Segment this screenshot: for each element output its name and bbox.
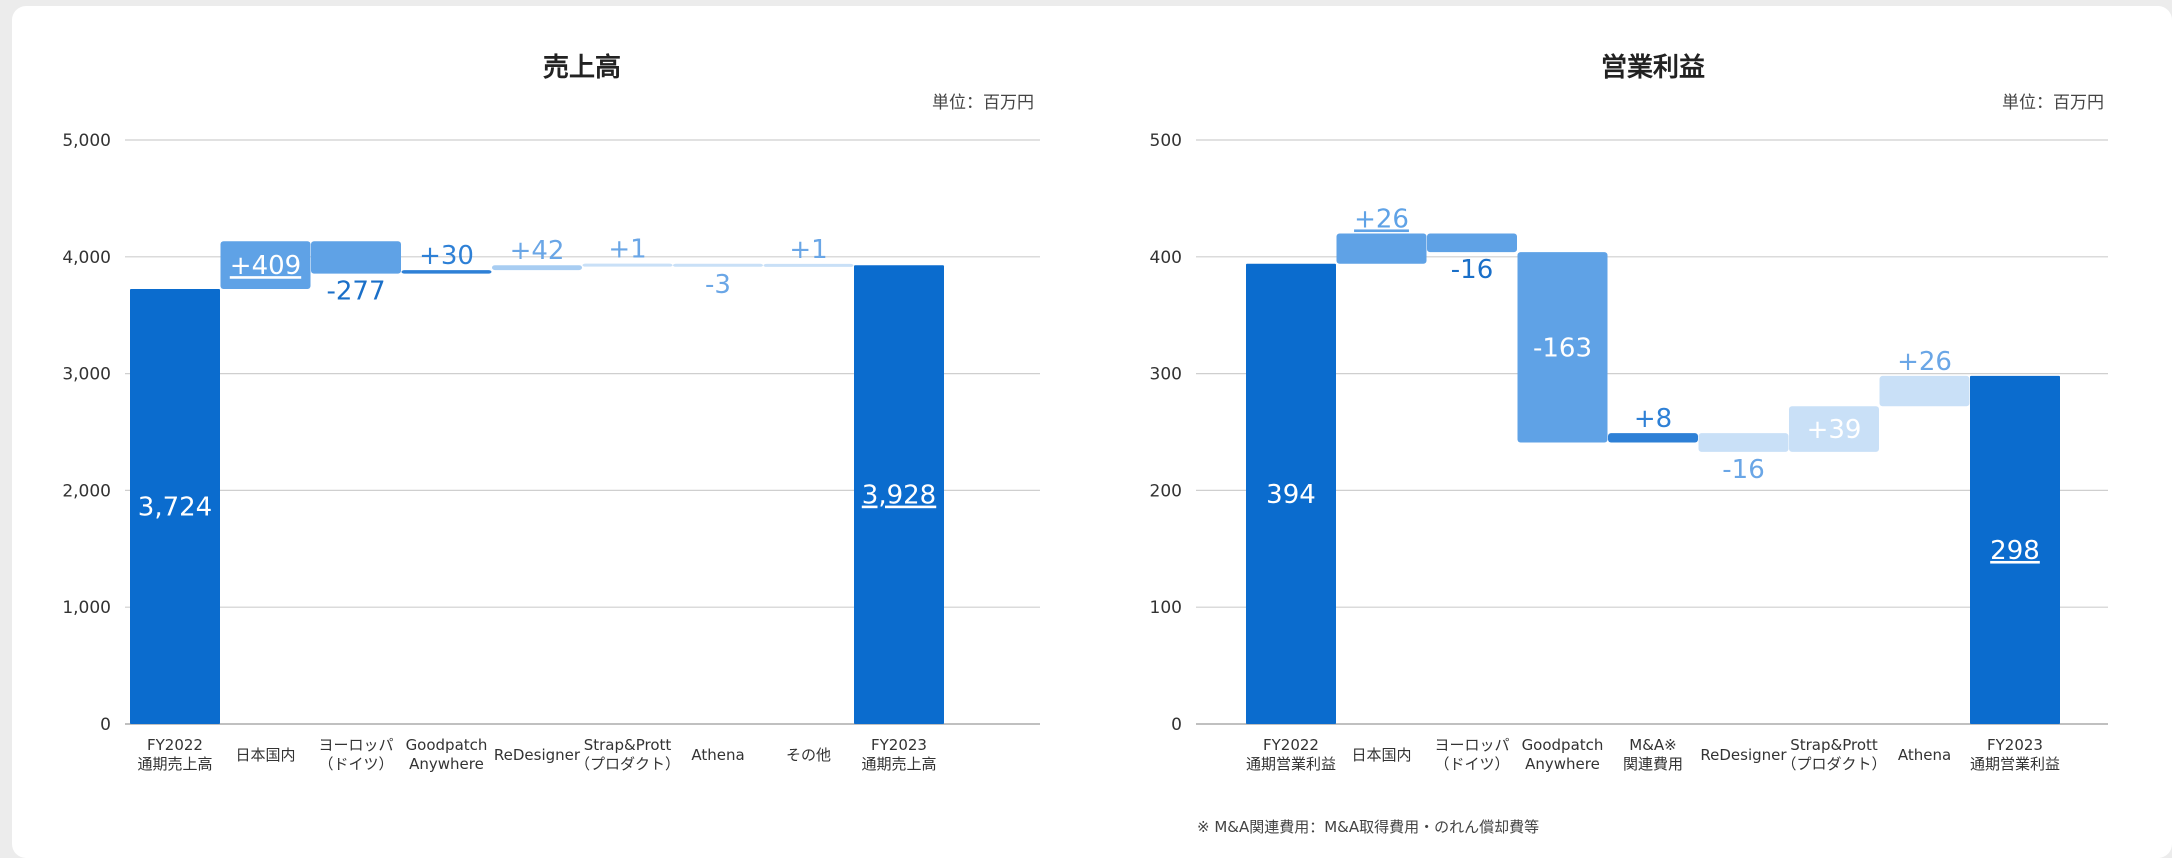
data-label: +42 xyxy=(510,236,565,266)
bar xyxy=(1970,375,2060,724)
bar xyxy=(401,270,492,274)
data-label: -16 xyxy=(1451,255,1493,285)
data-label: -16 xyxy=(1722,455,1764,485)
x-tick-label: ReDesigner xyxy=(494,746,581,764)
x-tick-label: ヨーロッパ xyxy=(318,736,393,754)
x-tick-label: （ドイツ） xyxy=(1434,755,1509,773)
y-tick-label: 300 xyxy=(1150,365,1182,385)
y-tick-label: 3,000 xyxy=(62,365,111,385)
data-label: -3 xyxy=(705,270,731,300)
y-tick-label: 4,000 xyxy=(62,248,111,268)
x-tick-label: M&A※ xyxy=(1629,736,1676,754)
y-tick-label: 2,000 xyxy=(62,481,111,501)
x-tick-label: Goodpatch xyxy=(1522,736,1604,754)
x-tick-label: 日本国内 xyxy=(235,746,295,764)
bar xyxy=(1789,406,1879,452)
bar xyxy=(1336,233,1427,264)
data-label: +39 xyxy=(1807,415,1862,445)
y-tick-label: 0 xyxy=(100,715,111,735)
bar xyxy=(1698,433,1789,452)
data-label: +409 xyxy=(230,251,301,281)
data-label: -163 xyxy=(1533,333,1592,363)
bar xyxy=(220,241,311,290)
data-label: 3,928 xyxy=(862,481,936,511)
data-label: +1 xyxy=(608,235,646,265)
bar xyxy=(854,265,944,724)
x-tick-label: 通期営業利益 xyxy=(1970,755,2060,773)
bar xyxy=(1879,375,1970,407)
x-tick-label: （ドイツ） xyxy=(318,755,393,773)
bar xyxy=(763,263,854,267)
x-tick-label: FY2023 xyxy=(871,736,927,754)
x-tick-label: Athena xyxy=(691,746,744,764)
x-tick-label: 通期売上高 xyxy=(137,755,212,773)
bar xyxy=(1517,252,1608,443)
y-tick-label: 400 xyxy=(1150,248,1182,268)
x-tick-label: FY2022 xyxy=(1263,736,1319,754)
x-tick-label: （プロダクト） xyxy=(1781,755,1886,773)
chart-title: 売上高 xyxy=(543,52,621,83)
x-tick-label: ヨーロッパ xyxy=(1434,736,1509,754)
y-tick-label: 1,000 xyxy=(62,598,111,618)
footnote: ※ M&A関連費用：M&A取得費用・のれん償却費等 xyxy=(1197,818,1539,836)
data-label: 298 xyxy=(1990,536,2040,566)
unit-label: 単位：百万円 xyxy=(932,93,1034,113)
chart-2: 営業利益単位：百万円0100200300400500394FY2022通期営業利… xyxy=(1150,53,2108,773)
data-label: -277 xyxy=(326,277,385,307)
x-tick-label: （プロダクト） xyxy=(575,755,680,773)
x-tick-label: 日本国内 xyxy=(1351,746,1411,764)
bar xyxy=(1427,233,1517,253)
y-tick-label: 0 xyxy=(1171,715,1182,735)
data-label: +8 xyxy=(1634,404,1672,434)
bar xyxy=(130,289,220,724)
bar xyxy=(673,263,763,267)
x-tick-label: Strap&Prott xyxy=(1790,736,1878,754)
data-label: +26 xyxy=(1897,347,1952,377)
chart-title: 営業利益 xyxy=(1601,53,1705,83)
x-tick-label: FY2023 xyxy=(1987,736,2043,754)
x-tick-label: FY2022 xyxy=(147,736,203,754)
x-tick-label: ReDesigner xyxy=(1700,746,1787,764)
x-tick-label: 関連費用 xyxy=(1623,755,1683,773)
x-tick-label: Strap&Prott xyxy=(584,736,672,754)
x-tick-label: Anywhere xyxy=(409,755,484,773)
data-label: +26 xyxy=(1354,204,1409,234)
bar xyxy=(582,263,673,267)
x-tick-label: 通期営業利益 xyxy=(1246,755,1336,773)
data-label: 394 xyxy=(1266,480,1316,510)
y-tick-label: 5,000 xyxy=(62,131,111,151)
bar xyxy=(1246,263,1336,724)
x-tick-label: Athena xyxy=(1898,746,1951,764)
x-tick-label: Goodpatch xyxy=(406,736,488,754)
bar xyxy=(492,265,582,271)
x-tick-label: Anywhere xyxy=(1525,755,1600,773)
x-tick-label: その他 xyxy=(786,746,831,764)
y-tick-label: 500 xyxy=(1150,131,1182,151)
data-label: +30 xyxy=(419,241,474,271)
y-tick-label: 100 xyxy=(1150,598,1182,618)
bar xyxy=(311,241,401,274)
data-label: +1 xyxy=(789,235,827,265)
y-tick-label: 200 xyxy=(1150,481,1182,501)
x-tick-label: 通期売上高 xyxy=(861,755,936,773)
bar xyxy=(1608,433,1698,443)
unit-label: 単位：百万円 xyxy=(2002,93,2104,113)
data-label: 3,724 xyxy=(138,493,212,523)
